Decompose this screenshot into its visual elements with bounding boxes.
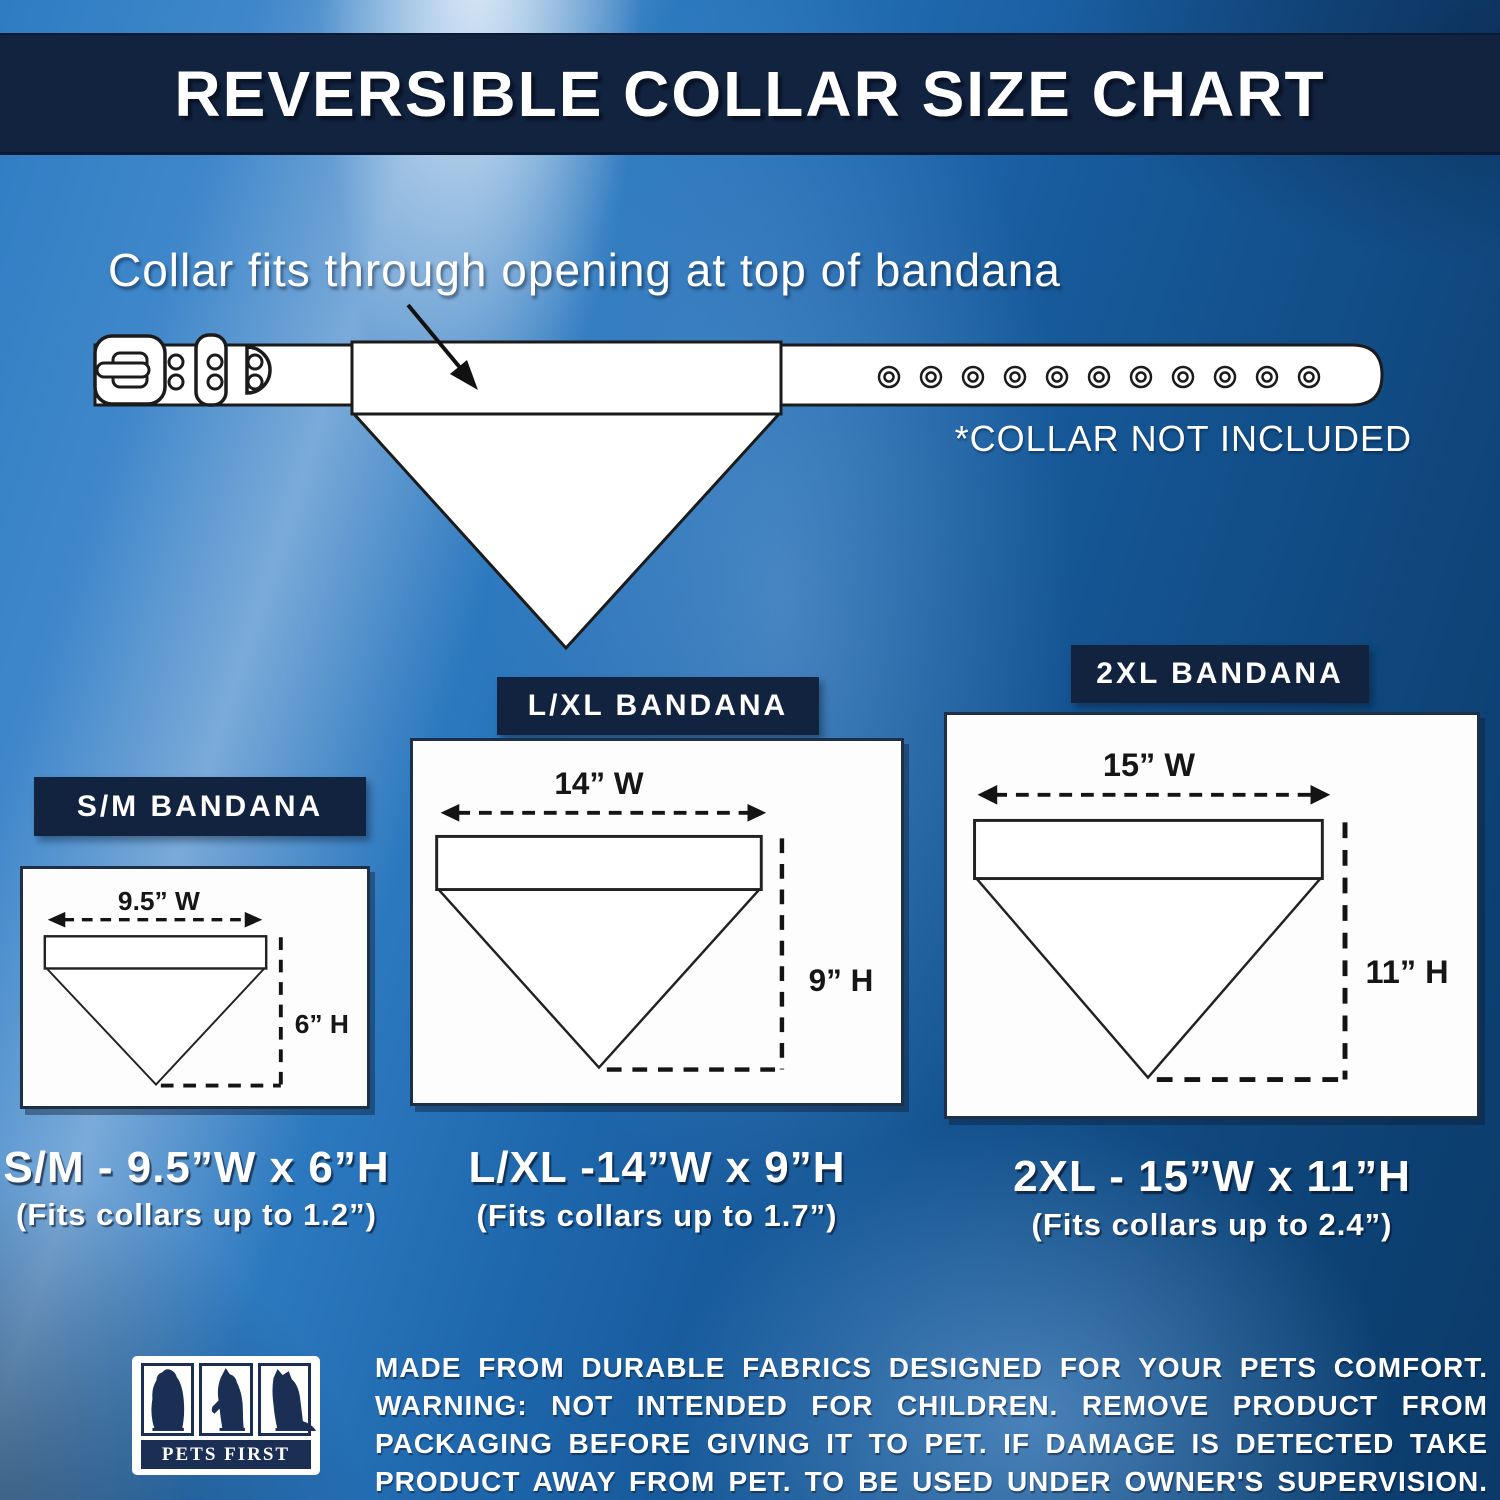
strap-eyelets bbox=[877, 365, 1321, 389]
size-caption-lxl: L/XL -14”W x 9”H bbox=[468, 1143, 846, 1192]
keeper-loop-icon bbox=[194, 333, 228, 407]
logo-brand-text: PETS FIRST bbox=[141, 1440, 311, 1469]
size-fits-2xl: (Fits collars up to 2.4”) bbox=[1031, 1207, 1393, 1242]
disclaimer-line: WARNING: NOT INTENDED FOR CHILDREN. REMO… bbox=[375, 1390, 1488, 1421]
width-label-sm: 9.5” W bbox=[118, 886, 200, 916]
height-label-lxl: 9” H bbox=[809, 963, 874, 998]
size-diagram-2xl: 15” W 11” H bbox=[944, 712, 1480, 1119]
size-caption-sm: S/M - 9.5”W x 6”H bbox=[3, 1143, 390, 1192]
size-diagram-sm: 9.5” W 6” H bbox=[20, 866, 370, 1109]
bandana-diagram-2xl: 15” W 11” H bbox=[973, 747, 1449, 1083]
title-band: REVERSIBLE COLLAR SIZE CHART bbox=[0, 33, 1500, 155]
collar-not-included-note: *COLLAR NOT INCLUDED bbox=[954, 418, 1412, 459]
pointer-arrow-icon bbox=[406, 303, 478, 390]
logo-dog-panel bbox=[141, 1363, 195, 1436]
size-badge-2xl: 2XL BANDANA bbox=[1071, 645, 1369, 703]
width-label-2xl: 15” W bbox=[1103, 747, 1195, 783]
size-badge-lxl: L/XL BANDANA bbox=[497, 677, 819, 735]
size-fits-lxl: (Fits collars up to 1.7”) bbox=[476, 1198, 838, 1233]
dog-silhouette-icon bbox=[212, 1368, 246, 1431]
collar-fit-caption: Collar fits through opening at top of ba… bbox=[108, 244, 1061, 296]
logo-dog-panel bbox=[199, 1363, 253, 1436]
size-diagram-lxl: 14” W 9” H bbox=[410, 738, 904, 1106]
size-fits-sm: (Fits collars up to 1.2”) bbox=[16, 1197, 377, 1232]
pets-first-logo: PETS FIRST bbox=[132, 1356, 320, 1475]
height-label-2xl: 11” H bbox=[1366, 954, 1449, 990]
disclaimer-line: MADE FROM DURABLE FABRICS DESIGNED FOR Y… bbox=[375, 1352, 1488, 1383]
disclaimer-line: PACKAGING BEFORE GIVING IT TO PET. IF DA… bbox=[375, 1428, 1488, 1459]
dog-silhouette-icon bbox=[272, 1369, 316, 1431]
strap-holes bbox=[167, 353, 264, 391]
size-caption-2xl: 2XL - 15”W x 11”H bbox=[1013, 1152, 1411, 1201]
page-title: REVERSIBLE COLLAR SIZE CHART bbox=[174, 57, 1326, 130]
dog-silhouette-icon bbox=[151, 1369, 185, 1431]
collar-illustration bbox=[93, 303, 1384, 651]
logo-dog-panel bbox=[257, 1363, 316, 1436]
buckle-icon bbox=[93, 334, 167, 406]
size-badge-sm: S/M BANDANA bbox=[34, 777, 366, 836]
bandana-diagram-sm: 9.5” W 6” H bbox=[43, 886, 349, 1088]
width-label-lxl: 14” W bbox=[554, 766, 643, 801]
height-label-sm: 6” H bbox=[295, 1009, 349, 1039]
logo-dog-panels bbox=[141, 1363, 316, 1436]
bandana-diagram-lxl: 14” W 9” H bbox=[435, 766, 874, 1072]
bandana-pocket bbox=[350, 340, 783, 651]
disclaimer-text: MADE FROM DURABLE FABRICS DESIGNED FOR Y… bbox=[375, 1349, 1488, 1500]
disclaimer-line: PRODUCT AWAY FROM PET. TO BE USED UNDER … bbox=[375, 1466, 1488, 1497]
